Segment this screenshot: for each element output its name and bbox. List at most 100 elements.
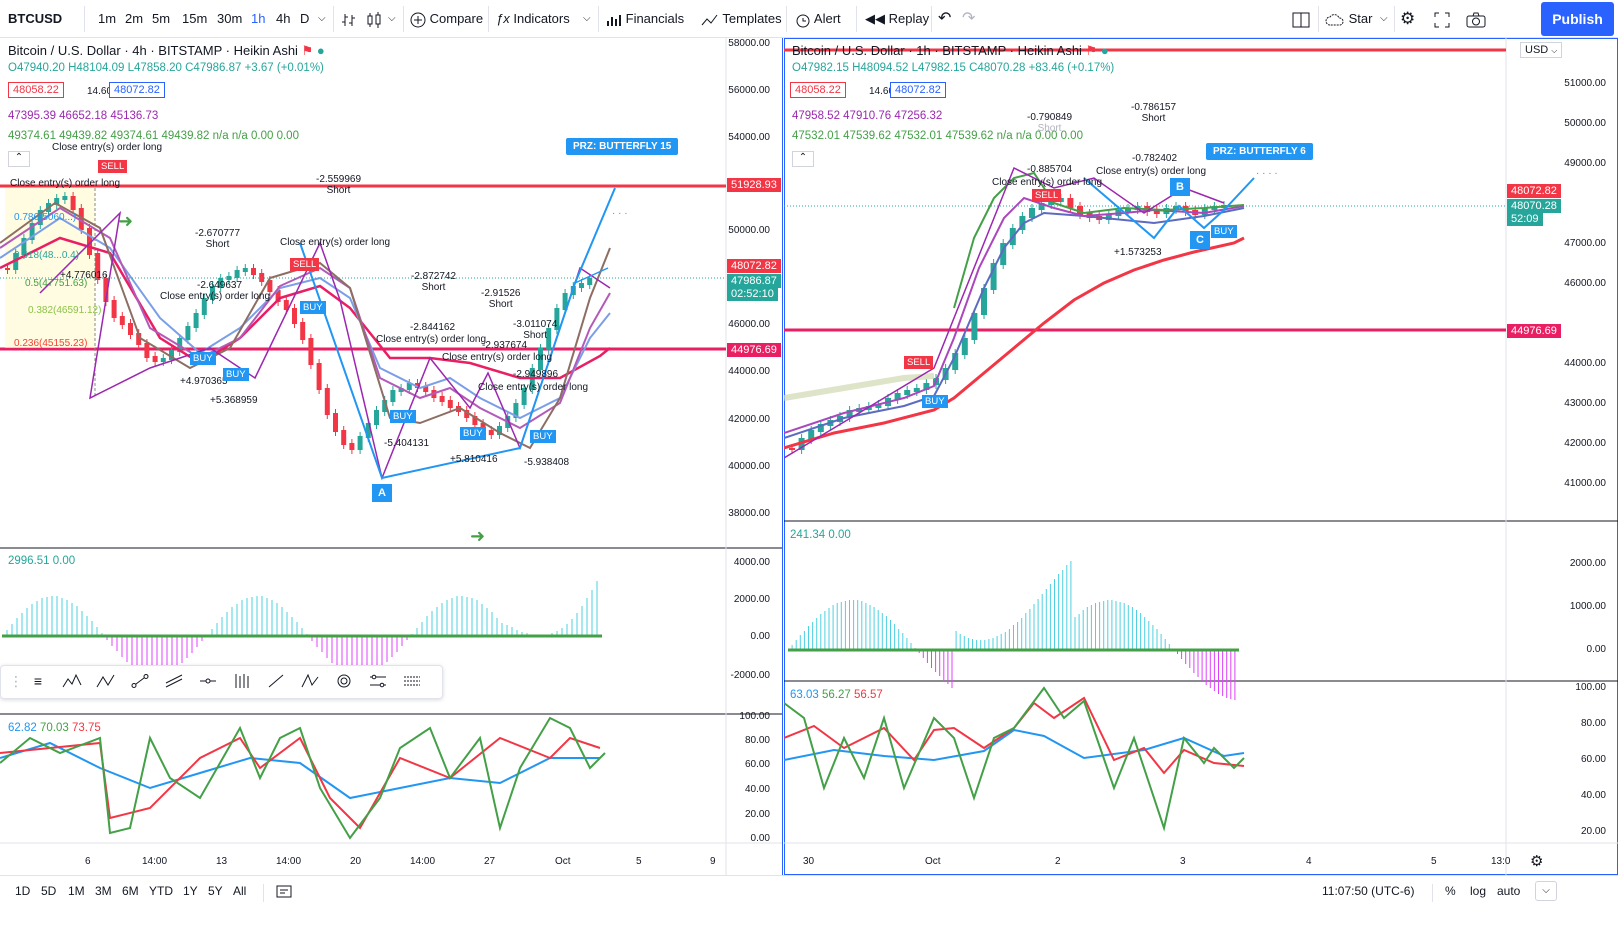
line-tool-icon[interactable]	[265, 673, 287, 693]
sell-signal: SELL	[98, 160, 128, 173]
range-1m[interactable]: 1M	[68, 884, 85, 898]
currency-selector[interactable]: USD ⌵	[1520, 42, 1563, 58]
bar-style-icon[interactable]	[341, 0, 357, 38]
indicators-button[interactable]: ƒx Indicators	[496, 0, 570, 38]
range-ytd[interactable]: YTD	[149, 884, 173, 898]
undo-icon[interactable]: ↶	[938, 10, 952, 27]
candle	[961, 338, 968, 355]
candle	[398, 388, 404, 392]
left-chart-pane[interactable]: · · · 58000.00 56000.00 54000.00 50000.0…	[0, 38, 783, 875]
fullscreen-icon[interactable]	[1434, 0, 1450, 38]
candle	[513, 403, 519, 418]
arrow-right-icon: ➜	[470, 526, 486, 546]
x-label: 3	[1180, 856, 1186, 867]
percent-scale-toggle[interactable]: %	[1445, 884, 1456, 898]
interval-5m[interactable]: 5m	[152, 11, 171, 26]
range-5d[interactable]: 5D	[41, 884, 57, 898]
horizontal-ray-icon[interactable]	[197, 673, 219, 693]
indicators-dropdown-icon[interactable]: ⌵	[583, 13, 591, 24]
candle	[111, 300, 117, 318]
gear-icon[interactable]: ⚙	[1400, 9, 1416, 28]
chart-settings-gear-icon[interactable]: ⚙	[1530, 853, 1544, 870]
range-3m[interactable]: 3M	[95, 884, 112, 898]
goto-date-icon[interactable]	[276, 884, 292, 901]
star-dropdown-icon[interactable]: ⌵	[1380, 13, 1388, 24]
publish-button[interactable]: Publish	[1541, 2, 1614, 36]
replay-button[interactable]: ◀◀ Replay	[865, 0, 929, 38]
fib-label: 0.5(47751.63)	[25, 278, 88, 289]
compare-button[interactable]: Compare	[410, 0, 483, 38]
financials-button[interactable]: Financials	[606, 0, 684, 38]
pattern-12345-icon[interactable]	[61, 673, 83, 693]
range-6m[interactable]: 6M	[122, 884, 139, 898]
right-chart-canvas[interactable]: · · · ·	[784, 38, 1618, 875]
pitchfork-icon[interactable]	[401, 673, 423, 693]
interval-1m[interactable]: 1m	[98, 11, 117, 26]
sell-price-box[interactable]: 48058.22	[8, 82, 64, 98]
sell-price-box[interactable]: 48058.22	[790, 82, 846, 98]
buy-price-box[interactable]: 48072.82	[109, 82, 165, 98]
candle	[1048, 200, 1055, 205]
candle-style-icon[interactable]	[365, 0, 385, 38]
buy-signal: BUY	[1211, 225, 1237, 238]
redo-icon[interactable]: ↷	[962, 10, 976, 27]
collapse-panel-icon[interactable]: ⌵	[1535, 881, 1557, 901]
market-open-icon: ●	[1100, 43, 1109, 58]
buy-price-box[interactable]: 48072.82	[890, 82, 946, 98]
chart-title[interactable]: Bitcoin / U.S. Dollar · 1h · BITSTAMP · …	[792, 43, 1109, 59]
range-all[interactable]: All	[233, 884, 247, 898]
drag-handle-icon[interactable]: ⋮	[9, 673, 23, 689]
spiral-icon[interactable]	[333, 673, 355, 693]
range-5y[interactable]: 5Y	[208, 884, 223, 898]
parallel-channel-icon[interactable]	[367, 673, 389, 693]
interval-15m[interactable]: 15m	[182, 11, 208, 26]
alert-button[interactable]: Alert	[795, 0, 841, 38]
pink-line-price-tag: 44976.69	[1507, 324, 1561, 338]
interval-4h[interactable]: 4h	[276, 11, 291, 26]
y-label: 51000.00	[1564, 78, 1606, 89]
candle	[808, 430, 815, 440]
interval-dropdown-icon[interactable]: ⌵	[318, 13, 326, 24]
candle	[62, 196, 68, 200]
chart-type-dropdown-icon[interactable]: ⌵	[388, 13, 396, 24]
left-chart-canvas[interactable]: · · ·	[0, 38, 783, 875]
short-annotation: -2.844162	[410, 322, 456, 333]
chart-title-text: Bitcoin / U.S. Dollar · 1h · BITSTAMP · …	[792, 43, 1082, 58]
fib-channel-icon[interactable]	[163, 673, 185, 693]
collapse-legend-icon[interactable]: ⌃	[792, 151, 814, 167]
interval-d[interactable]: D	[300, 11, 310, 26]
candle	[415, 383, 420, 388]
log-scale-toggle[interactable]: log	[1470, 884, 1487, 898]
camera-icon[interactable]	[1466, 0, 1486, 38]
candle	[865, 406, 872, 410]
interval-1h[interactable]: 1h	[251, 11, 266, 26]
symbol-search[interactable]: BTCUSD	[8, 11, 63, 26]
xabcd-icon[interactable]	[299, 673, 321, 693]
y-label: 49000.00	[1564, 158, 1606, 169]
spread-label: 14.60	[869, 86, 895, 97]
ma-legend-1: 47958.52 47910.76 47256.32	[792, 110, 943, 122]
interval-2m[interactable]: 2m	[125, 11, 144, 26]
clock-time[interactable]: 11:07:50 (UTC-6)	[1322, 884, 1415, 898]
auto-scale-toggle[interactable]: auto	[1497, 884, 1521, 898]
x-label: 13:0	[1491, 856, 1511, 867]
ask-price-tag: 48072.82	[1507, 184, 1561, 198]
prz-label[interactable]: PRZ: BUTTERFLY 15	[566, 138, 679, 155]
interval-30m[interactable]: 30m	[217, 11, 243, 26]
prz-label[interactable]: PRZ: BUTTERFLY 6	[1206, 143, 1313, 160]
right-chart-pane[interactable]: · · · · 51000.00 50000.00 49000.00 47000…	[784, 38, 1618, 875]
range-1y[interactable]: 1Y	[183, 884, 198, 898]
abcd-pattern-icon[interactable]	[95, 673, 117, 693]
ma-legend-2: 49374.61 49439.82 49374.61 49439.82 n/a …	[8, 130, 299, 142]
fib-retracement-icon[interactable]	[231, 673, 253, 693]
range-1d[interactable]: 1D	[15, 884, 31, 898]
templates-button[interactable]: Templates	[701, 0, 782, 38]
star-button[interactable]: Star	[1325, 0, 1372, 38]
lines-icon[interactable]: ≡	[33, 673, 43, 689]
chart-title[interactable]: Bitcoin / U.S. Dollar · 4h · BITSTAMP · …	[8, 43, 325, 59]
close-annotation: Close entry(s) order long	[442, 352, 553, 363]
trend-line-icon[interactable]	[129, 673, 151, 693]
layout-icon[interactable]	[1292, 0, 1310, 38]
drawing-toolbar[interactable]: ⋮ ≡	[0, 665, 443, 699]
collapse-legend-icon[interactable]: ⌃	[8, 151, 30, 167]
